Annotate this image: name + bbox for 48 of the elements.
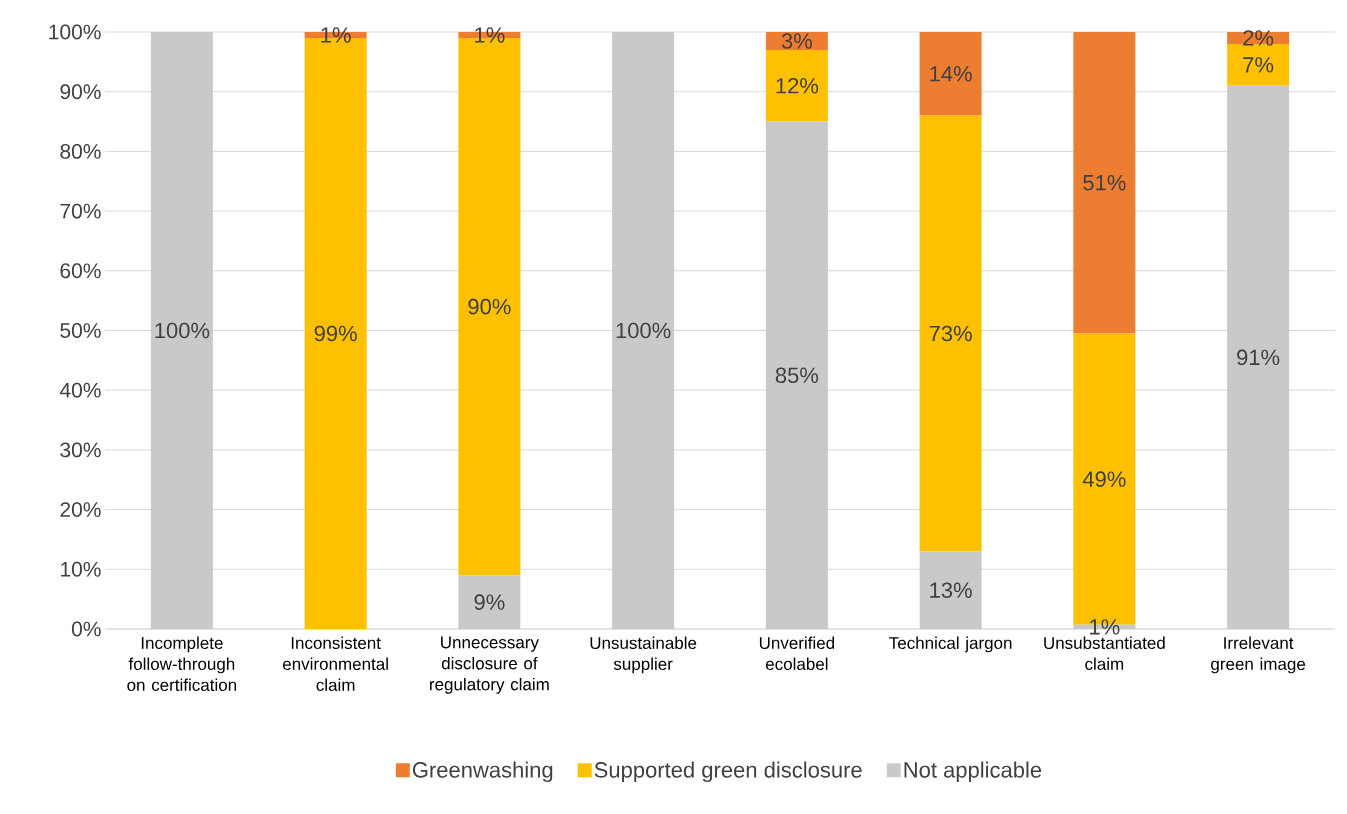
data-label: 73% bbox=[929, 325, 972, 342]
data-label: 9% bbox=[474, 594, 505, 610]
data-label: 100% bbox=[155, 322, 210, 339]
y-tick-label: 100% bbox=[49, 24, 101, 40]
bar bbox=[765, 49, 828, 122]
data-label: 3% bbox=[781, 33, 812, 49]
y-tick-label: 50% bbox=[60, 323, 101, 338]
data-label: 90% bbox=[468, 298, 511, 315]
bar bbox=[919, 115, 982, 552]
y-tick-label: 60% bbox=[60, 263, 101, 279]
data-label: 2% bbox=[1243, 30, 1274, 46]
data-label: 99% bbox=[314, 325, 357, 342]
bar bbox=[1073, 31, 1136, 334]
data-label: 13% bbox=[930, 582, 972, 598]
bar bbox=[458, 575, 521, 629]
y-tick-label: 90% bbox=[60, 84, 101, 100]
y-tick-label: 40% bbox=[59, 382, 101, 398]
data-label: 85% bbox=[775, 367, 819, 384]
x-tick-label: Unnecessary disclosure of regulatory claim bbox=[430, 636, 549, 694]
data-label: 7% bbox=[1243, 57, 1274, 73]
x-tick-label: Inconsistent environmental claim bbox=[282, 636, 388, 692]
data-label: 100% bbox=[616, 322, 671, 339]
y-tick-label: 10% bbox=[61, 561, 101, 577]
x-tick-label: Unsubstantiated claim bbox=[1044, 636, 1165, 671]
x-tick-label: Irrelevant green image bbox=[1211, 636, 1306, 674]
y-tick-label: 0% bbox=[71, 621, 101, 637]
x-tick-label: Technical jargon bbox=[889, 636, 1012, 653]
x-tick-label: Unsustainable supplier bbox=[590, 636, 697, 674]
bar bbox=[150, 31, 213, 629]
bar bbox=[765, 121, 828, 629]
y-tick-label: 30% bbox=[60, 442, 101, 458]
data-label: 14% bbox=[930, 66, 972, 82]
y-tick-label: 70% bbox=[60, 203, 101, 219]
legend-label: Not applicable bbox=[904, 761, 1042, 783]
x-tick-label: Unverified ecolabel bbox=[759, 636, 835, 671]
y-tick-label: 20% bbox=[60, 502, 101, 518]
data-label: 51% bbox=[1083, 175, 1126, 191]
bar bbox=[1227, 85, 1290, 629]
y-tick-label: 80% bbox=[60, 143, 101, 159]
data-label: 49% bbox=[1082, 471, 1126, 487]
bar bbox=[919, 551, 982, 629]
legend-label: Supported green disclosure bbox=[594, 761, 862, 783]
x-tick-label: Incomplete follow-through on certification bbox=[127, 636, 237, 692]
data-label: 12% bbox=[776, 77, 819, 94]
data-label: 91% bbox=[1237, 349, 1280, 366]
bar bbox=[919, 31, 982, 116]
legend-label: Greenwashing bbox=[412, 761, 553, 783]
bar bbox=[612, 31, 675, 629]
